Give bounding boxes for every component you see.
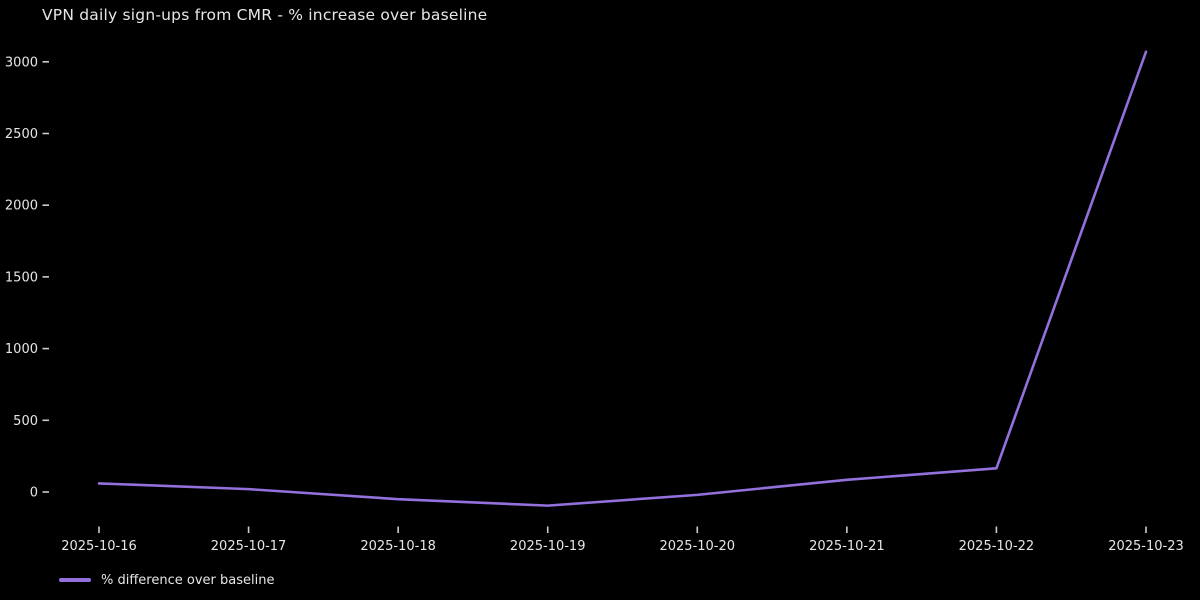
y-tick-label: 2000 — [5, 199, 38, 214]
y-tick-label: 500 — [13, 414, 38, 429]
x-tick-label: 2025-10-22 — [959, 539, 1035, 554]
x-tick-label: 2025-10-20 — [659, 539, 735, 554]
y-tick-label: 2500 — [5, 127, 38, 142]
x-tick-label: 2025-10-16 — [61, 539, 137, 554]
y-tick-label: 1000 — [5, 342, 38, 357]
x-tick-label: 2025-10-19 — [510, 539, 586, 554]
legend-series-label: % difference over baseline — [101, 572, 275, 588]
y-tick-label: 0 — [30, 486, 38, 501]
legend: % difference over baseline — [59, 571, 274, 589]
data-line — [97, 50, 1148, 507]
x-tick-label: 2025-10-18 — [360, 539, 436, 554]
x-tick-label: 2025-10-17 — [211, 539, 287, 554]
x-tick-label: 2025-10-23 — [1108, 539, 1184, 554]
legend-line-swatch — [59, 578, 91, 582]
chart-title: VPN daily sign-ups from CMR - % increase… — [42, 6, 488, 24]
y-tick-label: 3000 — [5, 55, 38, 70]
y-tick-label: 1500 — [5, 270, 38, 285]
x-tick-label: 2025-10-21 — [809, 539, 885, 554]
